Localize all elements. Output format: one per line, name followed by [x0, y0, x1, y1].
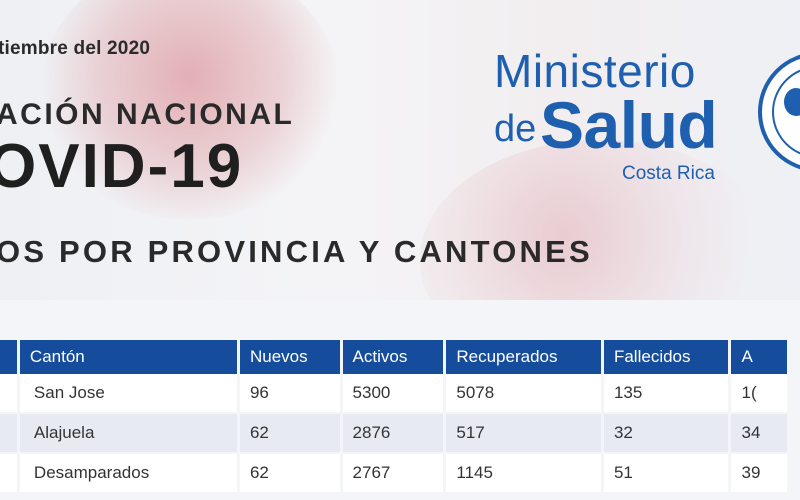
cell-activos: 2767	[342, 454, 444, 494]
covid-title: OVID-19	[0, 132, 244, 201]
cases-table-section: Cantón Nuevos Activos Recuperados Fallec…	[0, 300, 800, 500]
cell-recuperados: 1145	[446, 454, 601, 494]
ministry-seal-icon	[758, 52, 800, 172]
col-header-activos: Activos	[342, 340, 444, 374]
cell-province	[0, 414, 17, 454]
cell-activos: 5300	[342, 374, 444, 414]
header-banner: tiembre del 2020 ACIÓN NACIONAL OVID-19 …	[0, 0, 800, 300]
section-title: OS POR PROVINCIA Y CANTONES	[0, 234, 593, 269]
table-header-row: Cantón Nuevos Activos Recuperados Fallec…	[0, 340, 787, 374]
col-header-province	[0, 340, 17, 374]
cell-nuevos: 96	[239, 374, 340, 414]
logo-de: de	[494, 108, 537, 150]
cell-acumulados: 39	[731, 454, 787, 494]
report-date: tiembre del 2020	[0, 38, 151, 59]
cell-fallecidos: 32	[603, 414, 729, 454]
cell-activos: 2876	[342, 414, 444, 454]
seal-emblem	[784, 88, 800, 116]
table-row: San Jose 96 5300 5078 135 1(	[0, 374, 787, 414]
cell-recuperados: 5078	[446, 374, 601, 414]
col-header-canton: Cantón	[19, 340, 237, 374]
cases-table: Cantón Nuevos Activos Recuperados Fallec…	[0, 340, 790, 494]
cell-canton: Desamparados	[19, 454, 237, 494]
cell-fallecidos: 51	[603, 454, 729, 494]
cell-nuevos: 62	[239, 454, 340, 494]
cell-canton: San Jose	[19, 374, 237, 414]
table-row: Alajuela 62 2876 517 32 34	[0, 414, 787, 454]
logo-salud: Salud	[540, 88, 718, 162]
cell-nuevos: 62	[239, 414, 340, 454]
virus-illustration	[40, 0, 340, 220]
cell-acumulados: 1(	[731, 374, 787, 414]
col-header-fallecidos: Fallecidos	[603, 340, 729, 374]
col-header-nuevos: Nuevos	[239, 340, 340, 374]
cell-province	[0, 454, 17, 494]
col-header-recuperados: Recuperados	[446, 340, 601, 374]
cell-recuperados: 517	[446, 414, 601, 454]
logo-country: Costa Rica	[622, 163, 715, 184]
virus-illustration-blur	[420, 140, 780, 300]
logo-ministerio: Ministerio	[494, 45, 696, 97]
cell-province	[0, 374, 17, 414]
report-title: ACIÓN NACIONAL	[0, 98, 295, 131]
col-header-acumulados: A	[731, 340, 787, 374]
cell-canton: Alajuela	[19, 414, 237, 454]
table-row: Desamparados 62 2767 1145 51 39	[0, 454, 787, 494]
cell-acumulados: 34	[731, 414, 787, 454]
cell-fallecidos: 135	[603, 374, 729, 414]
